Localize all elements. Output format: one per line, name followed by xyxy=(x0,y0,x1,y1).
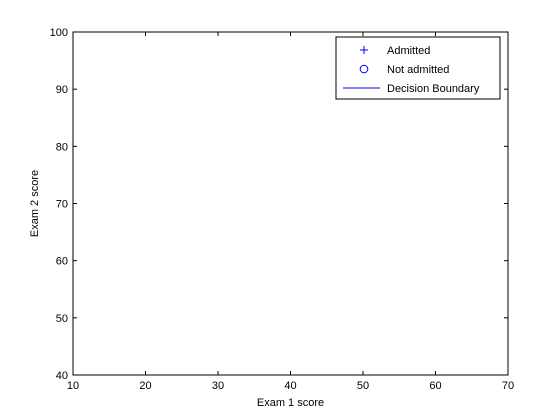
x-tick-label: 30 xyxy=(212,380,224,392)
y-tick-label: 90 xyxy=(56,84,68,96)
legend-not-admitted-marker xyxy=(359,64,369,74)
legend-label: Decision Boundary xyxy=(387,83,480,95)
legend-label: Admitted xyxy=(387,45,430,57)
x-tick-label: 40 xyxy=(284,380,296,392)
x-tick-label: 10 xyxy=(67,380,79,392)
x-tick-label: 50 xyxy=(357,380,369,392)
legend-label: Not admitted xyxy=(387,64,449,76)
y-tick-label: 80 xyxy=(56,141,68,153)
y-tick-label: 60 xyxy=(56,256,68,268)
y-tick-label: 70 xyxy=(56,199,68,211)
x-tick-label: 20 xyxy=(139,380,151,392)
x-axis-label: Exam 1 score xyxy=(257,397,324,409)
y-tick-label: 100 xyxy=(50,27,68,39)
y-tick-label: 40 xyxy=(56,370,68,382)
x-tick-label: 60 xyxy=(429,380,441,392)
legend: Admitted Not admitted Decision Boundary xyxy=(335,36,501,100)
legend-box xyxy=(335,36,501,100)
x-tick-label: 70 xyxy=(502,380,514,392)
y-tick-label: 50 xyxy=(56,313,68,325)
y-axis-label: Exam 2 score xyxy=(29,170,41,237)
legend-admitted-marker xyxy=(360,46,368,54)
